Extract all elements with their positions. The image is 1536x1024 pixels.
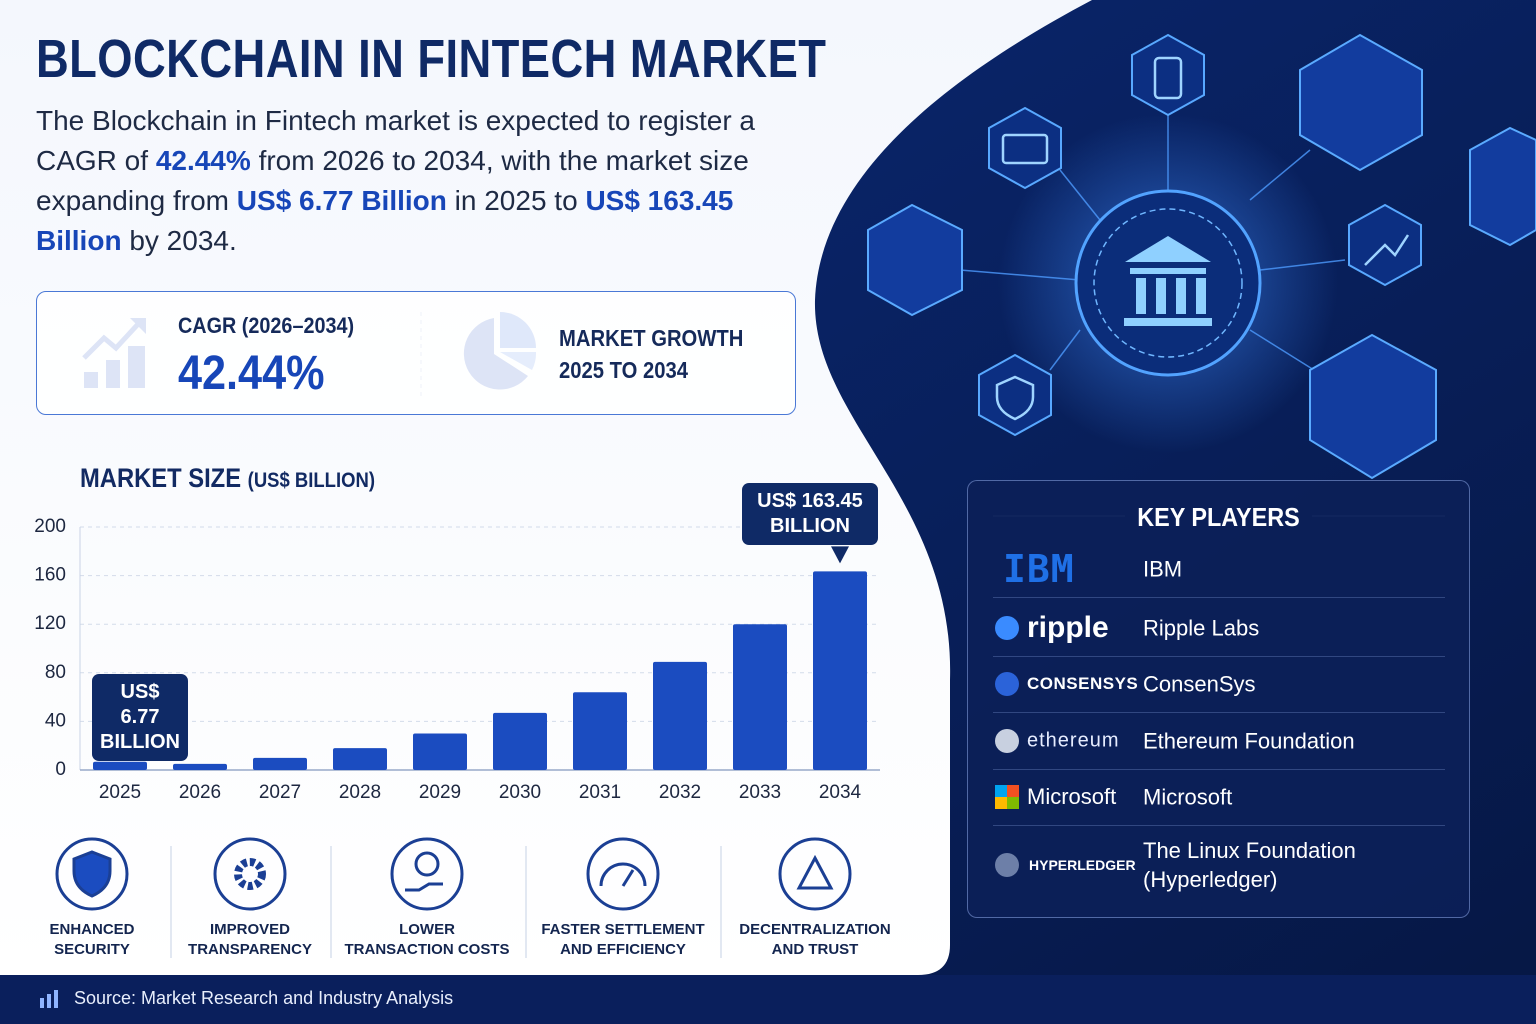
intro-highlight: US$ 6.77 Billion	[236, 185, 447, 216]
chart-unit: (US$ BILLION)	[247, 469, 375, 492]
intro-text: in 2025 to	[454, 185, 578, 216]
intro-text: by 2034.	[129, 225, 237, 256]
bar	[413, 733, 467, 770]
benefit: LOWER TRANSACTION COSTS	[337, 920, 517, 960]
y-tick-label: 80	[45, 662, 66, 683]
intro-text: from 2026 to 2034, with the market size …	[36, 145, 749, 216]
logo-icon	[995, 853, 1019, 877]
x-tick-label: 2025	[99, 782, 141, 803]
cagr-label: CAGR (2026–2034)	[178, 313, 355, 338]
player-name: The Linux Foundation (Hyperledger)	[1143, 838, 1356, 892]
player-row: Microsoft Microsoft	[993, 769, 1445, 826]
bar	[573, 692, 627, 770]
key-players-panel	[967, 480, 1470, 918]
player-logo: IBM	[1003, 547, 1075, 591]
player-logo: HYPERLEDGER	[1029, 857, 1136, 873]
player-logo: Microsoft	[1027, 784, 1117, 809]
benefit-dividers	[170, 846, 722, 958]
source-icon	[40, 990, 58, 1008]
y-tick-label: 160	[34, 565, 66, 586]
player-name: IBM	[1143, 556, 1183, 582]
cagr-value: 42.44%	[178, 347, 325, 400]
y-tick-label: 40	[45, 710, 66, 731]
player-row: ethereum Ethereum Foundation	[993, 713, 1445, 770]
benefit-line: IMPROVED	[209, 921, 290, 938]
benefit: DECENTRALIZATION AND TRUST	[725, 920, 905, 960]
benefit-line: TRANSACTION COSTS	[344, 941, 510, 958]
bar	[813, 571, 867, 770]
benefit: IMPROVED TRANSPARENCY	[160, 920, 340, 960]
player-name: ConsenSys	[1143, 671, 1256, 697]
value-label: US$ 163.45 BILLION	[742, 483, 878, 546]
benefit-line: SECURITY	[54, 941, 130, 958]
x-tick-label: 2033	[739, 782, 781, 803]
player-row: HYPERLEDGER The Linux Foundation (Hyperle…	[993, 825, 1445, 905]
intro-text: The Blockchain in Fintech market is expe…	[36, 105, 756, 176]
x-tick-label: 2030	[499, 782, 541, 803]
x-tick-label: 2031	[579, 782, 621, 803]
chart-title: MARKET SIZE (US$ BILLION)	[80, 463, 375, 494]
intro-highlight: 42.44%	[155, 145, 251, 176]
logo-icon	[995, 672, 1019, 696]
bar	[173, 763, 227, 770]
logo-icon	[995, 615, 1019, 640]
x-tick-label: 2027	[259, 782, 301, 803]
benefit: FASTER SETTLEMENT AND EFFICIENCY	[533, 920, 713, 960]
bar	[493, 712, 547, 770]
growth-line: 2025 TO 2034	[559, 357, 689, 383]
bar	[733, 624, 787, 770]
bar	[653, 661, 707, 770]
x-tick-label: 2026	[179, 782, 221, 803]
benefit-line: FASTER SETTLEMENT	[541, 921, 705, 938]
benefit: ENHANCED SECURITY	[2, 920, 182, 960]
player-name: Microsoft	[1143, 784, 1233, 810]
intro-highlight: US$ 163.45 Billion	[36, 185, 734, 256]
footer-band	[0, 975, 1536, 1024]
player-logo: CONSENSYS	[1027, 674, 1139, 693]
player-row: CONSENSYS ConsenSys	[993, 656, 1445, 713]
benefit-line: TRANSPARENCY	[188, 941, 312, 958]
benefit-line: DECENTRALIZATION	[739, 921, 891, 938]
player-name: Ripple Labs	[1143, 615, 1260, 640]
stats-box	[36, 291, 796, 415]
growth-line: MARKET GROWTH	[559, 325, 744, 351]
x-tick-label: 2028	[339, 782, 381, 803]
y-tick-label: 120	[34, 613, 66, 634]
x-tick-label: 2029	[419, 782, 461, 803]
player-row: IBM IBM	[993, 541, 1445, 598]
x-tick-label: 2034	[819, 782, 862, 803]
chart-title-main: MARKET SIZE	[80, 463, 242, 493]
player-logo: ripple	[1027, 610, 1109, 644]
source: Source: Market Research and Industry Ana…	[74, 988, 454, 1008]
y-tick-label: 0	[55, 759, 66, 780]
hex-icons	[995, 56, 1410, 421]
bar	[253, 757, 307, 770]
logo-icon	[995, 785, 1019, 809]
benefit-line: AND EFFICIENCY	[560, 941, 686, 958]
callout-pointer	[831, 546, 849, 564]
benefit-icons	[55, 837, 852, 911]
cubes	[867, 33, 1536, 480]
y-tick-label: 200	[34, 516, 66, 537]
logo-icon	[995, 729, 1019, 753]
growth-label: MARKET GROWTH 2025 TO 2034	[559, 322, 743, 386]
benefit-line: LOWER	[399, 921, 455, 938]
benefit-line: AND TRUST	[771, 941, 859, 958]
key-players-title: KEY PLAYERS	[1137, 502, 1300, 532]
bar	[333, 748, 387, 770]
intro: The Blockchain in Fintech market is expe…	[36, 101, 806, 261]
player-logo: ethereum	[1027, 729, 1120, 752]
bar	[93, 761, 147, 770]
benefit-line: ENHANCED	[49, 921, 135, 938]
player-name: Ethereum Foundation	[1143, 728, 1355, 754]
player-row: ripple Ripple Labs	[993, 599, 1445, 657]
hub	[1074, 189, 1262, 377]
value-label: US$ 6.77 BILLION	[92, 673, 188, 761]
x-tick-label: 2032	[659, 782, 701, 803]
title: BLOCKCHAIN IN FINTECH MARKET	[36, 29, 827, 89]
